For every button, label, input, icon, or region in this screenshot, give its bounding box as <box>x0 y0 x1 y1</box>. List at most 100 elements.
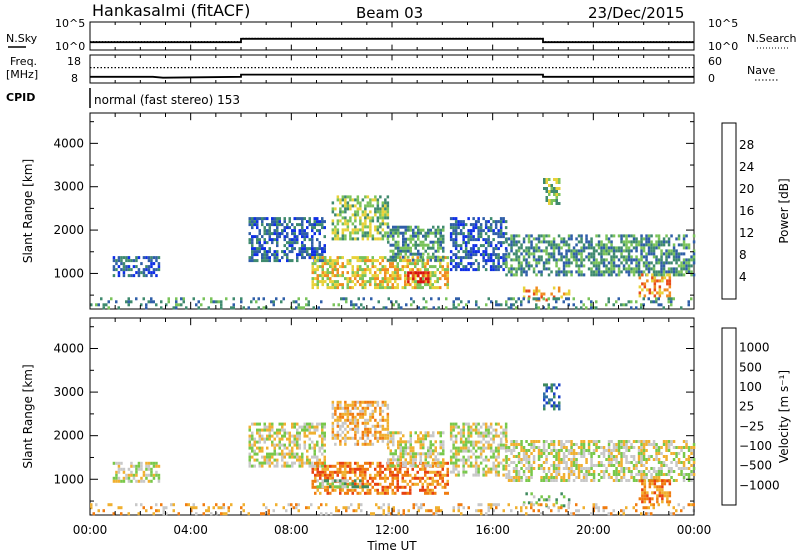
velocity-cell <box>502 458 505 462</box>
power-cell <box>266 256 269 260</box>
velocity-cell <box>351 421 355 425</box>
power-cell <box>605 249 608 253</box>
power-cell <box>316 217 319 221</box>
velocity-cell <box>672 479 676 482</box>
velocity-cell <box>462 467 465 471</box>
velocity-cell <box>384 491 387 495</box>
velocity-cell <box>341 482 344 486</box>
power-cell <box>414 231 417 235</box>
velocity-cell <box>298 437 301 441</box>
power-cell <box>364 259 367 263</box>
power-cell <box>331 207 335 211</box>
velocity-cell <box>376 439 380 443</box>
power-cell <box>412 252 415 256</box>
cpid-value: normal (fast stereo) 153 <box>94 93 240 107</box>
power-cell <box>522 237 526 241</box>
velocity-cell <box>532 467 536 470</box>
velocity-cell <box>268 422 271 426</box>
velocity-cell <box>147 479 151 483</box>
velocity-cell <box>464 470 468 474</box>
velocity-cell <box>407 446 410 450</box>
power-cell <box>346 204 350 208</box>
velocity-cell <box>692 467 696 470</box>
velocity-cell <box>540 452 543 455</box>
power-cell <box>371 256 374 260</box>
power-cell <box>381 277 384 281</box>
power-cell <box>439 277 442 281</box>
power-cell <box>630 300 633 304</box>
power-cell <box>667 300 670 304</box>
velocity-cell <box>474 431 478 435</box>
power-cell <box>298 223 301 227</box>
power-cell <box>612 249 616 253</box>
power-cell <box>651 291 654 295</box>
power-cell <box>510 237 513 241</box>
power-cell <box>397 234 400 238</box>
velocity-cell <box>690 458 693 461</box>
velocity-cell <box>457 425 460 429</box>
power-cell <box>319 274 322 278</box>
velocity-cell <box>640 440 643 443</box>
power-cell <box>336 222 340 226</box>
power-cell <box>376 286 379 290</box>
velocity-cell <box>336 473 339 477</box>
velocity-cell <box>635 440 638 443</box>
power-cell <box>311 223 314 227</box>
velocity-cell <box>580 479 583 482</box>
power-cell <box>547 303 550 307</box>
power-cell <box>543 181 546 184</box>
power-cell <box>635 258 638 262</box>
power-cell <box>625 258 628 262</box>
velocity-cell <box>655 446 658 449</box>
velocity-cell <box>349 461 352 465</box>
power-cell <box>630 234 633 238</box>
velocity-cell <box>530 452 533 455</box>
velocity-cell <box>409 452 412 456</box>
power-cell <box>467 262 470 266</box>
velocity-cell <box>525 506 528 510</box>
power-cell <box>356 268 359 272</box>
power-cell <box>572 252 576 256</box>
power-cell <box>612 270 616 274</box>
power-cell <box>396 283 399 287</box>
velocity-cell <box>381 427 385 431</box>
velocity-cell <box>117 467 121 471</box>
power-cell <box>570 270 573 274</box>
power-cell <box>207 306 210 310</box>
velocity-cell <box>687 449 691 452</box>
power-cell <box>407 249 410 253</box>
power-cell <box>311 241 314 245</box>
power-cell <box>150 259 153 263</box>
velocity-cell <box>552 476 556 479</box>
power-cell <box>422 306 425 310</box>
power-cell <box>668 294 672 298</box>
power-cell <box>387 225 390 229</box>
velocity-cell <box>420 506 423 510</box>
power-cell <box>298 232 301 236</box>
velocity-cell <box>545 503 548 507</box>
power-cell <box>555 199 558 202</box>
velocity-cell <box>622 446 626 449</box>
power-cell <box>286 235 289 239</box>
power-cell <box>318 232 321 236</box>
velocity-cell <box>680 449 683 452</box>
power-cell <box>550 270 553 274</box>
velocity-cell <box>364 439 367 443</box>
velocity-cell <box>429 443 432 447</box>
velocity-cell <box>505 446 508 449</box>
power-cell <box>570 234 573 238</box>
velocity-cell <box>381 418 385 422</box>
velocity-cell <box>298 458 301 462</box>
velocity-cell <box>339 485 342 489</box>
velocity-cell <box>656 500 659 504</box>
velocity-cell <box>145 509 148 513</box>
velocity-cell <box>330 512 333 516</box>
power-cell <box>366 234 370 238</box>
velocity-cell <box>314 491 317 495</box>
power-cell <box>102 306 105 310</box>
velocity-cell <box>145 473 148 477</box>
power-cell <box>680 252 683 256</box>
velocity-cell <box>502 428 505 432</box>
velocity-cell <box>532 455 536 458</box>
power-cell <box>572 255 576 259</box>
